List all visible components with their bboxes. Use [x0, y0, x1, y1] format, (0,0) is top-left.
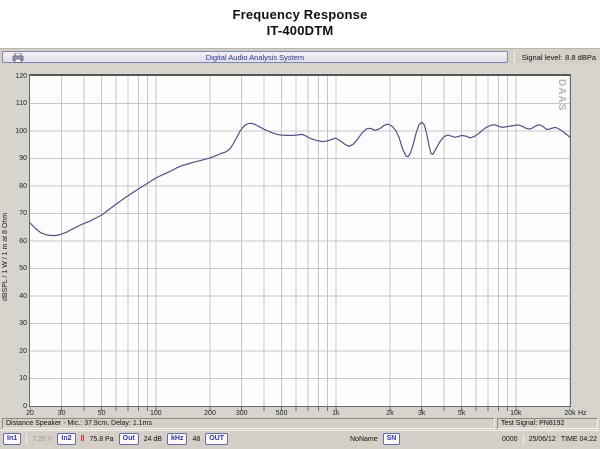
input-voltage-value: 7.20 V: [32, 435, 53, 443]
counter-value: 0000: [501, 435, 518, 443]
chart-region: dBSPL / 1 W / 1 m at 8 Ohm DAAS 0 10 20 30 4…: [0, 64, 600, 417]
y-tick-label: 0: [23, 402, 27, 410]
x-tick-label: 1k: [332, 410, 340, 417]
y-tick-label: 120: [15, 72, 27, 80]
y-axis-title: dBSPL / 1 W / 1 m at 8 Ohm: [2, 212, 9, 301]
datetime-group: 0000 25/06/12 TIME 04:22: [502, 433, 597, 445]
y-tick-label: 80: [19, 182, 27, 190]
x-tick-label: 100: [149, 410, 162, 417]
khz-button[interactable]: kHz: [166, 433, 188, 445]
y-tick-label: 70: [19, 210, 27, 217]
app-name: Digital Audio Analysis System: [205, 52, 305, 62]
x-tick-label: 300: [235, 410, 248, 417]
distance-delay-panel: Distance Speaker - Mic.: 37.9cm, Delay: …: [2, 418, 495, 429]
y-tick-label: 30: [19, 320, 27, 327]
out-button[interactable]: Out: [118, 433, 139, 445]
plot-canvas: [30, 76, 570, 406]
out2-button[interactable]: OUT: [205, 433, 229, 445]
in2-button[interactable]: In2: [57, 433, 76, 445]
output-gain-value: 24 dB: [143, 435, 162, 443]
daas-watermark: DAAS: [556, 79, 567, 112]
y-tick-label: 20: [19, 347, 27, 355]
mic-pressure-value: 75.8 Pa: [89, 435, 114, 443]
io-controls-group: In1 7.20 V In2 ‖ 75.8 Pa Out 24 dB kHz 4…: [3, 433, 229, 445]
in1-button[interactable]: In1: [3, 433, 22, 445]
x-tick-label: 20: [26, 410, 34, 417]
x-tick-label: 2k: [386, 410, 394, 417]
statusbar-divider: [522, 434, 524, 444]
sn-button[interactable]: SN: [382, 433, 401, 445]
clip-indicator-icon: ‖: [80, 434, 85, 443]
status-bar-controls: In1 7.20 V In2 ‖ 75.8 Pa Out 24 dB kHz 4…: [0, 430, 600, 449]
signal-level-value: 8.8 dBPa: [565, 52, 596, 62]
y-tick-label: 110: [15, 100, 27, 107]
page-title: Frequency Response: [232, 7, 368, 22]
frequency-response-plot: DAAS: [29, 74, 571, 407]
y-tick-label: 40: [19, 292, 27, 300]
x-tick-label: 500: [275, 410, 288, 417]
y-tick-label: 10: [19, 375, 27, 382]
y-tick-label: 60: [19, 237, 27, 245]
time-value: TIME 04:22: [560, 435, 597, 443]
x-axis-unit: Hz: [578, 410, 587, 417]
printer-icon: [12, 53, 24, 63]
app-title-bar: Digital Audio Analysis System: [2, 51, 508, 63]
signal-level-panel: Signal level: 8.8 dBPa: [513, 51, 596, 63]
x-tick-label: 5k: [457, 410, 466, 417]
date-value: 25/06/12: [528, 435, 556, 443]
status-bar-info: Distance Speaker - Mic.: 37.9cm, Delay: …: [0, 417, 600, 430]
test-signal-panel: Test Signal: PN8192: [497, 418, 598, 429]
x-axis-ticks: [30, 407, 570, 411]
toolbar-divider: [513, 51, 515, 63]
x-tick-label: 10k: [510, 410, 522, 417]
project-group: NoName SN: [350, 433, 401, 445]
x-tick-label: 3k: [417, 410, 426, 417]
chart-title-block: Frequency Response IT-400DTM: [0, 0, 600, 48]
page-subtitle: IT-400DTM: [266, 23, 334, 38]
x-tick-label: 200: [204, 410, 216, 417]
x-tick-label: 30: [57, 410, 66, 417]
toolbar: Digital Audio Analysis System Signal lev…: [0, 48, 600, 64]
sample-rate-value: 48: [192, 435, 201, 443]
x-tick-label: 20k: [564, 410, 576, 417]
project-name: NoName: [350, 435, 378, 443]
y-tick-label: 90: [19, 155, 27, 162]
y-tick-label: 50: [19, 265, 27, 272]
signal-level-label: Signal level:: [521, 52, 563, 62]
x-tick-label: 50: [97, 410, 106, 417]
statusbar-divider: [26, 434, 28, 444]
y-tick-label: 100: [15, 127, 27, 135]
print-button[interactable]: [11, 53, 25, 63]
